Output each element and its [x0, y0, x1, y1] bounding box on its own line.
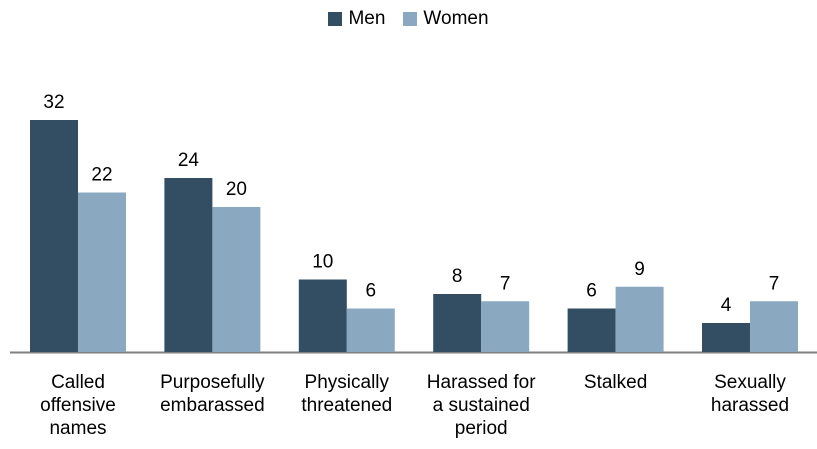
category-label-4: Stalked: [546, 371, 686, 394]
value-label-women-2: 6: [366, 281, 377, 302]
category-label-line: a sustained: [432, 395, 530, 416]
category-label-line: harassed: [710, 395, 790, 416]
bar-women-1: [212, 207, 261, 352]
bar-men-0: [30, 120, 78, 352]
value-label-women-3: 7: [500, 273, 511, 294]
value-label-men-5: 4: [721, 295, 732, 316]
bar-men-5: [702, 323, 750, 352]
value-label-men-4: 6: [586, 281, 597, 302]
category-label-line: threatened: [301, 395, 393, 416]
legend-swatch-men: [328, 12, 343, 26]
bar-men-4: [567, 308, 616, 352]
value-label-women-1: 20: [226, 179, 247, 200]
category-label-line: offensive: [40, 395, 116, 416]
category-label-line: Called: [51, 372, 105, 393]
value-label-women-5: 7: [769, 273, 780, 294]
category-label-line: names: [49, 418, 107, 439]
legend-label-women: Women: [423, 8, 489, 29]
bar-women-0: [78, 192, 126, 352]
bar-women-2: [346, 308, 395, 352]
bar-men-3: [433, 294, 482, 352]
legend-label-men: Men: [348, 8, 386, 29]
value-label-women-4: 9: [634, 259, 645, 280]
category-label-3: Harassed for a sustained period: [411, 371, 551, 440]
category-label-line: Physically: [304, 372, 390, 393]
value-label-men-2: 10: [312, 252, 333, 273]
bar-women-5: [750, 301, 798, 352]
bar-women-4: [615, 286, 664, 352]
legend: Men Women: [0, 8, 817, 30]
bar-men-1: [164, 178, 213, 352]
legend-item-men: Men: [328, 8, 385, 30]
category-label-line: embarassed: [160, 395, 265, 416]
category-label-2: Physically threatened: [277, 371, 417, 417]
bar-men-2: [298, 279, 347, 352]
category-label-line: Sexually: [714, 372, 786, 393]
bar-women-3: [481, 301, 530, 352]
value-label-men-1: 24: [178, 150, 200, 171]
value-label-men-3: 8: [452, 266, 463, 287]
category-label-0: Called offensive names: [8, 371, 148, 440]
legend-swatch-women: [403, 12, 418, 26]
category-label-line: Harassed for: [426, 372, 536, 393]
value-label-men-0: 32: [43, 92, 64, 113]
legend-item-women: Women: [403, 8, 489, 30]
category-label-line: Purposefully: [160, 372, 265, 393]
value-label-women-0: 22: [91, 165, 112, 186]
category-label-5: Sexually harassed: [680, 371, 817, 417]
category-label-line: Stalked: [583, 372, 648, 393]
category-label-line: period: [454, 418, 508, 439]
category-label-1: Purposefully embarassed: [142, 371, 282, 417]
